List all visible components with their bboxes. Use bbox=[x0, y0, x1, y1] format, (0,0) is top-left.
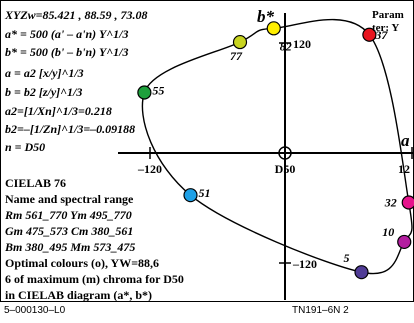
formula-b2: b2=–[1/Zn]^1/3=–0.09188 bbox=[5, 122, 136, 136]
y-axis-label: b* bbox=[257, 7, 275, 26]
formula-n: n = D50 bbox=[5, 140, 46, 154]
footer-right-code: TN191–6N 2 bbox=[292, 305, 349, 316]
point-label-55: 55 bbox=[152, 84, 164, 98]
color-point-5 bbox=[354, 265, 369, 280]
color-point-82 bbox=[266, 21, 281, 36]
color-point-10 bbox=[397, 234, 412, 250]
formula-b: b = b2 [z/y]^1/3 bbox=[5, 85, 83, 99]
param-label-line2: ter: Y bbox=[372, 22, 400, 34]
color-point-55 bbox=[137, 85, 152, 100]
color-point-32 bbox=[401, 195, 414, 210]
info-bm-mm: Bm 380_495 Mm 573_475 bbox=[5, 240, 136, 254]
gamut-outline bbox=[141, 18, 413, 275]
point-label-37: 37 bbox=[374, 28, 388, 42]
formula-b-star: b* = 500 (b' – b'n) Y^1/3 bbox=[5, 45, 129, 59]
x-tick-label: –120 bbox=[137, 162, 162, 176]
info-title: CIELAB 76 bbox=[5, 176, 67, 190]
footer-left-code: 5–000130–L0 bbox=[4, 305, 66, 316]
info-rm-ym: Rm 561_770 Ym 495_770 bbox=[5, 208, 132, 222]
info-optimal-colours: Optimal colours (o), YW=88,6 bbox=[5, 256, 160, 270]
info-diagram-name: in CIELAB diagram (a*, b*) bbox=[5, 288, 153, 302]
point-label-32: 32 bbox=[384, 196, 397, 210]
y-tick-label: –120 bbox=[292, 257, 317, 271]
param-label-line1: Param bbox=[372, 9, 404, 21]
color-point-51 bbox=[183, 188, 198, 203]
info-spectral-range: Name and spectral range bbox=[5, 192, 134, 206]
point-labels: 82 37 77 55 51 32 10 5 bbox=[152, 28, 396, 265]
color-point-77 bbox=[232, 34, 248, 50]
formula-a: a = a2 [x/y]^1/3 bbox=[5, 66, 84, 80]
point-label-51: 51 bbox=[199, 186, 211, 200]
x-tick-label: 12 bbox=[398, 162, 410, 176]
info-max-chroma: 6 of maximum (m) chroma for D50 bbox=[5, 272, 184, 286]
point-label-82: 82 bbox=[280, 39, 292, 53]
y-ticks bbox=[279, 42, 291, 264]
point-label-10: 10 bbox=[382, 225, 394, 239]
x-tick-label: D50 bbox=[275, 162, 296, 176]
formula-xyzw: XYZw=85.421 , 88.59 , 73.08 bbox=[5, 8, 148, 22]
tick-labels: –120 D50 12 120 –120 bbox=[137, 37, 410, 271]
color-point-37 bbox=[362, 27, 377, 42]
point-label-77: 77 bbox=[230, 49, 243, 63]
info-gm-cm: Gm 475_573 Cm 380_561 bbox=[5, 224, 134, 238]
y-tick-label: 120 bbox=[293, 37, 311, 51]
point-label-5: 5 bbox=[344, 251, 350, 265]
color-points bbox=[137, 21, 414, 280]
formula-a2: a2=[1/Xn]^1/3=0.218 bbox=[5, 104, 112, 118]
formula-a-star: a* = 500 (a' – a'n) Y^1/3 bbox=[5, 27, 129, 41]
x-axis-label: a bbox=[401, 131, 410, 150]
